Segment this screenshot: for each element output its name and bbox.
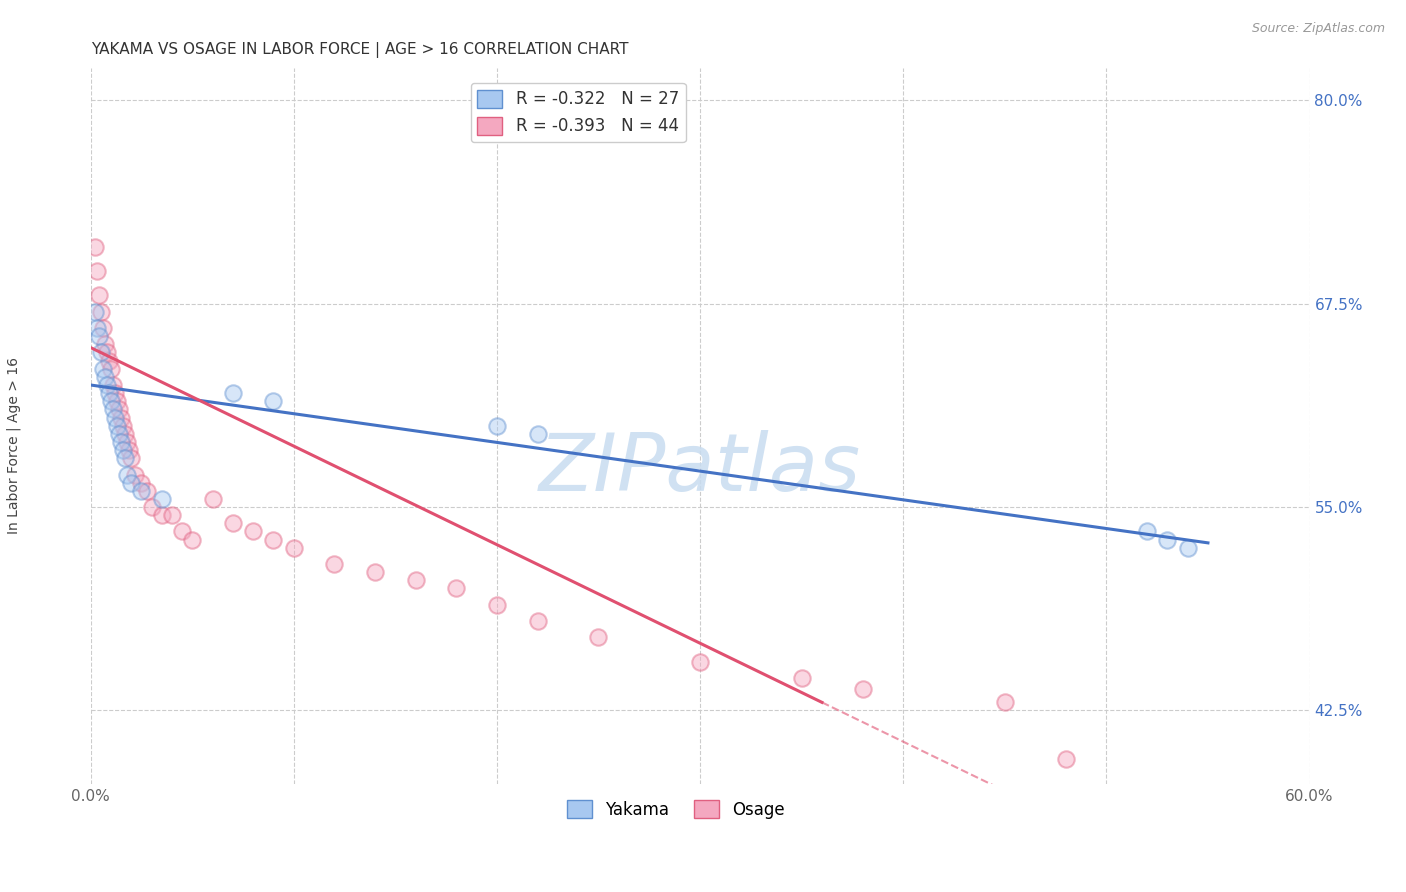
Point	[108, 402, 131, 417]
Point	[112, 418, 135, 433]
Point	[120, 451, 142, 466]
Point	[104, 410, 127, 425]
Point	[101, 402, 124, 417]
Point	[222, 516, 245, 531]
Point	[90, 305, 112, 319]
Text: ZIPatlas: ZIPatlas	[538, 430, 860, 508]
Point	[141, 500, 163, 514]
Point	[131, 475, 153, 490]
Point	[262, 394, 284, 409]
Text: YAKAMA VS OSAGE IN LABOR FORCE | AGE > 16 CORRELATION CHART: YAKAMA VS OSAGE IN LABOR FORCE | AGE > 1…	[90, 42, 628, 58]
Point	[790, 671, 813, 685]
Point	[150, 491, 173, 506]
Point	[1054, 752, 1077, 766]
Point	[91, 361, 114, 376]
Point	[485, 418, 508, 433]
Point	[852, 682, 875, 697]
Point	[100, 361, 122, 376]
Point	[97, 353, 120, 368]
Text: In Labor Force | Age > 16: In Labor Force | Age > 16	[7, 358, 21, 534]
Point	[1177, 541, 1199, 555]
Point	[526, 614, 548, 628]
Point	[364, 565, 387, 579]
Point	[160, 508, 183, 523]
Point	[1156, 533, 1178, 547]
Point	[83, 240, 105, 254]
Point	[114, 451, 136, 466]
Point	[323, 557, 346, 571]
Point	[283, 541, 305, 555]
Point	[689, 655, 711, 669]
Point	[96, 345, 118, 359]
Point	[136, 483, 159, 498]
Point	[181, 533, 204, 547]
Point	[86, 321, 108, 335]
Point	[97, 386, 120, 401]
Point	[101, 378, 124, 392]
Point	[105, 394, 128, 409]
Point	[108, 426, 131, 441]
Point	[115, 434, 138, 449]
Point	[994, 695, 1017, 709]
Point	[446, 582, 468, 596]
Point	[588, 630, 610, 644]
Point	[262, 533, 284, 547]
Point	[94, 337, 117, 351]
Point	[201, 491, 224, 506]
Point	[115, 467, 138, 482]
Point	[120, 475, 142, 490]
Text: Source: ZipAtlas.com: Source: ZipAtlas.com	[1251, 22, 1385, 36]
Point	[110, 410, 132, 425]
Point	[105, 418, 128, 433]
Point	[91, 321, 114, 335]
Point	[112, 443, 135, 458]
Point	[110, 434, 132, 449]
Point	[131, 483, 153, 498]
Point	[405, 574, 427, 588]
Point	[242, 524, 264, 539]
Point	[90, 345, 112, 359]
Point	[100, 394, 122, 409]
Point	[526, 426, 548, 441]
Point	[94, 369, 117, 384]
Point	[118, 443, 141, 458]
Point	[87, 329, 110, 343]
Point	[150, 508, 173, 523]
Point	[83, 305, 105, 319]
Legend: Yakama, Osage: Yakama, Osage	[560, 794, 792, 825]
Point	[96, 378, 118, 392]
Point	[222, 386, 245, 401]
Point	[170, 524, 193, 539]
Point	[124, 467, 146, 482]
Point	[87, 288, 110, 302]
Point	[86, 264, 108, 278]
Point	[485, 598, 508, 612]
Point	[114, 426, 136, 441]
Point	[1136, 524, 1159, 539]
Point	[104, 386, 127, 401]
